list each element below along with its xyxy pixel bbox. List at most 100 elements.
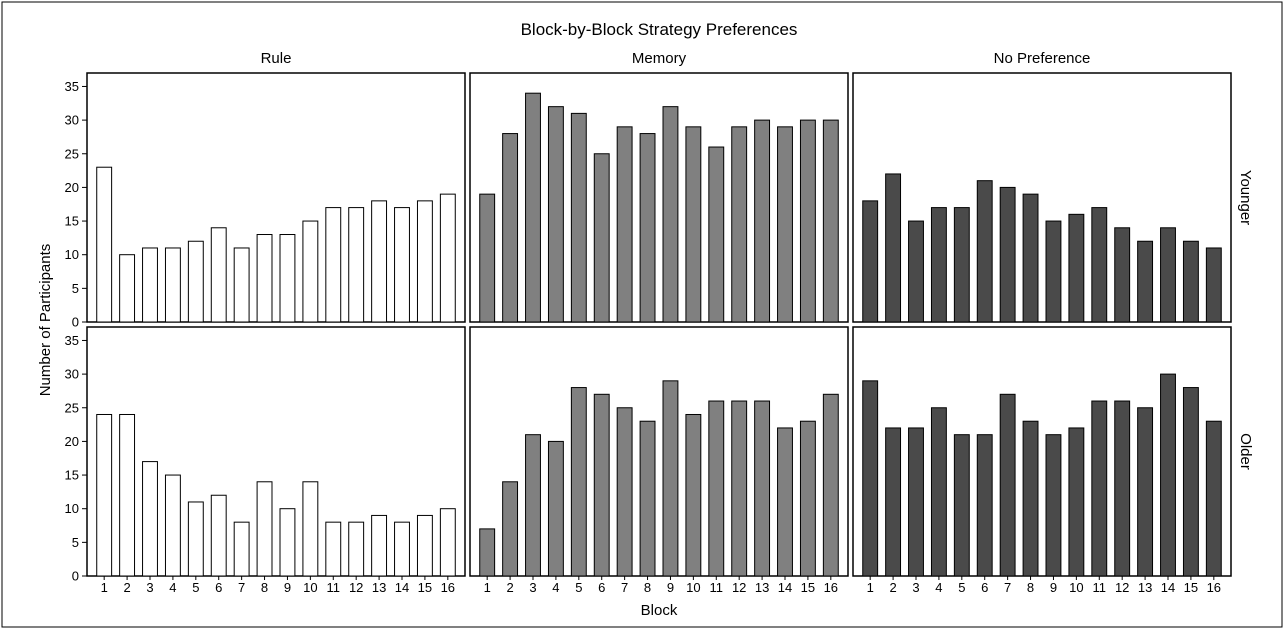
- bar-older-rule-2: [119, 413, 136, 577]
- y-tick-label: 25: [65, 146, 79, 161]
- bar-younger-rule-16: [439, 193, 456, 323]
- bar-older-no-preference-5: [953, 434, 970, 577]
- bar-older-rule-11: [325, 521, 342, 577]
- x-tick-label: 13: [755, 580, 769, 595]
- bar-older-rule-7: [233, 521, 250, 577]
- bar-older-memory-14: [777, 427, 793, 577]
- bar-older-memory-16: [822, 393, 839, 577]
- bar-older-memory-3: [525, 434, 541, 577]
- bar-older-memory-15: [799, 420, 816, 577]
- bar-younger-memory-14: [777, 126, 793, 323]
- chart-title: Block-by-Block Strategy Preferences: [521, 20, 798, 39]
- bar-younger-rule-4: [164, 247, 181, 323]
- panel-frame-younger-rule: [86, 72, 466, 323]
- bar-older-rule-5: [187, 501, 204, 577]
- bar-older-memory-11: [708, 400, 725, 577]
- y-tick-label: 15: [65, 214, 79, 229]
- bar-younger-no-preference-15: [1182, 240, 1199, 323]
- bar-younger-memory-16: [822, 119, 839, 323]
- x-tick-label: 13: [372, 580, 386, 595]
- bar-older-memory-5: [570, 387, 587, 577]
- x-tick-label: 12: [1115, 580, 1129, 595]
- x-tick-label: 9: [284, 580, 291, 595]
- bar-younger-memory-5: [570, 112, 587, 323]
- bar-younger-memory-11: [708, 146, 725, 323]
- x-tick-label: 10: [303, 580, 317, 595]
- x-tick-label: 13: [1138, 580, 1152, 595]
- x-tick-label: 14: [1161, 580, 1175, 595]
- x-tick-label: 14: [778, 580, 792, 595]
- column-label-memory: Memory: [632, 50, 687, 67]
- bar-younger-no-preference-9: [1045, 220, 1062, 323]
- bar-older-memory-9: [662, 380, 679, 577]
- bar-younger-memory-2: [502, 133, 519, 323]
- bar-younger-memory-8: [639, 133, 656, 323]
- bar-older-rule-15: [416, 514, 433, 577]
- x-tick-label: 16: [441, 580, 455, 595]
- panel-frame-older-memory: [469, 326, 849, 577]
- x-tick-label: 6: [981, 580, 988, 595]
- y-tick-label: 35: [65, 333, 79, 348]
- bar-older-memory-10: [685, 413, 702, 577]
- y-tick-label: 5: [72, 535, 79, 550]
- bar-older-no-preference-10: [1068, 427, 1085, 577]
- bar-older-rule-4: [164, 474, 181, 577]
- bar-younger-no-preference-8: [1022, 193, 1039, 323]
- x-tick-label: 5: [575, 580, 582, 595]
- y-tick-label: 0: [72, 315, 79, 330]
- bar-younger-rule-15: [416, 200, 433, 323]
- bar-older-rule-9: [279, 508, 296, 577]
- x-tick-label: 8: [1027, 580, 1034, 595]
- x-tick-label: 8: [261, 580, 268, 595]
- y-tick-label: 25: [65, 400, 79, 415]
- bar-younger-memory-6: [593, 153, 610, 323]
- y-tick-label: 20: [65, 434, 79, 449]
- column-label-rule: Rule: [261, 50, 292, 67]
- bar-older-no-preference-4: [930, 407, 947, 577]
- bar-older-no-preference-13: [1137, 407, 1154, 577]
- x-tick-label: 15: [418, 580, 432, 595]
- panel-frame-older-rule: [86, 326, 466, 577]
- y-tick-label: 30: [65, 367, 79, 382]
- bar-younger-no-preference-6: [976, 180, 993, 323]
- x-tick-label: 12: [349, 580, 363, 595]
- x-tick-label: 6: [598, 580, 605, 595]
- panels-group: Rule Memory No PreferenceYoungerOlder05101…: [65, 50, 1254, 595]
- bar-younger-no-preference-16: [1205, 247, 1222, 323]
- bar-younger-rule-1: [96, 166, 113, 323]
- x-tick-label: 2: [889, 580, 896, 595]
- column-label-no-preference: No Preference: [994, 50, 1091, 67]
- x-tick-label: 2: [506, 580, 513, 595]
- panel-frame-younger-memory: [469, 72, 849, 323]
- y-tick-label: 10: [65, 247, 79, 262]
- bar-older-memory-8: [639, 420, 656, 577]
- bar-older-no-preference-14: [1160, 373, 1176, 577]
- x-tick-label: 15: [1184, 580, 1198, 595]
- bar-older-rule-8: [256, 481, 273, 577]
- x-tick-label: 4: [552, 580, 559, 595]
- x-tick-label: 11: [710, 580, 724, 595]
- bar-younger-no-preference-11: [1091, 207, 1108, 323]
- x-tick-label: 9: [667, 580, 674, 595]
- bar-younger-rule-8: [256, 234, 273, 323]
- bar-younger-no-preference-12: [1114, 227, 1131, 323]
- bar-older-no-preference-7: [999, 393, 1016, 577]
- bar-younger-memory-15: [799, 119, 816, 323]
- bar-older-rule-13: [371, 514, 388, 577]
- bar-older-memory-2: [502, 481, 519, 577]
- bar-younger-memory-12: [731, 126, 748, 323]
- bar-older-no-preference-1: [862, 380, 879, 577]
- bar-younger-no-preference-1: [862, 200, 879, 323]
- bar-younger-memory-7: [616, 126, 633, 323]
- y-tick-label: 30: [65, 113, 79, 128]
- y-axis-label: Number of Participants: [37, 244, 54, 397]
- bar-older-memory-6: [593, 393, 610, 577]
- x-tick-label: 8: [644, 580, 651, 595]
- bar-older-memory-12: [731, 400, 748, 577]
- x-tick-label: 7: [621, 580, 628, 595]
- x-tick-label: 11: [1093, 580, 1107, 595]
- x-tick-label: 7: [1004, 580, 1011, 595]
- x-tick-label: 3: [529, 580, 536, 595]
- bar-younger-no-preference-14: [1160, 227, 1176, 323]
- bar-younger-no-preference-13: [1137, 240, 1154, 323]
